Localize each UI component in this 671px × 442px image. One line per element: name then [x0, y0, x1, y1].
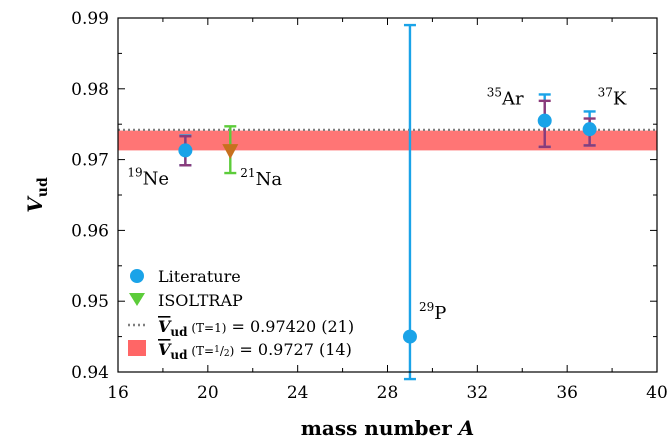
y-tick-label: 0.96 — [71, 221, 109, 241]
x-tick-label: 20 — [197, 383, 219, 403]
error-bar-P — [403, 23, 416, 381]
legend-band-paren-open: (T= — [188, 344, 215, 358]
data-layer — [178, 23, 597, 381]
isotope-element: K — [613, 88, 627, 109]
x-tick-label: 36 — [556, 383, 578, 403]
isotope-mass: 35 — [487, 85, 502, 99]
x-tick-label: 16 — [107, 383, 129, 403]
legend-literature-marker — [130, 269, 144, 283]
legend-band-paren-close: ) — [230, 344, 235, 358]
isotope-label-P: 29P — [419, 300, 446, 324]
data-point-Ne — [178, 143, 193, 158]
y-tick-label: 0.97 — [71, 151, 109, 171]
x-tick-label: 24 — [287, 383, 309, 403]
legend-mean-sub: ud — [170, 325, 188, 339]
legend-band-symbol: V — [158, 340, 172, 359]
data-point-P — [402, 329, 417, 344]
data-point-Ar — [537, 113, 552, 128]
isotope-mass: 29 — [419, 300, 434, 314]
isotope-label-Na: 21Na — [240, 166, 282, 190]
isotope-element: Ne — [143, 168, 169, 189]
legend-band-frac-den: 2 — [224, 349, 230, 359]
y-axis-label-symbol: V — [23, 195, 47, 213]
isotope-label-K: 37K — [598, 85, 627, 109]
legend-mean-label: Vud (T=1) = 0.97420 (21) — [158, 317, 354, 339]
x-axis-label-var: A — [457, 416, 475, 440]
y-tick-label: 0.95 — [71, 292, 109, 312]
y-tick-label: 0.99 — [71, 9, 109, 29]
data-point-K — [582, 122, 597, 137]
isotope-mass: 21 — [240, 166, 255, 180]
y-axis-label-sub: ud — [35, 177, 51, 197]
isotope-label-Ar: 35Ar — [487, 85, 524, 109]
legend: Literature ISOLTRAP Vud (T=1) = 0.97420 (2… — [128, 267, 354, 362]
legend-isoltrap-label: ISOLTRAP — [158, 291, 243, 310]
isotope-element: Na — [256, 169, 283, 190]
data-point-Na — [222, 144, 239, 160]
legend-mean-symbol: V — [158, 317, 172, 336]
ticks-layer: 16 20 24 28 32 36 40 0.94 0.95 0.96 0.97 0.98 0.99 — [71, 9, 668, 403]
band-layer — [118, 130, 657, 151]
isotope-element: Ar — [501, 88, 524, 109]
plot-frame — [117, 17, 658, 373]
legend-mean-paren: (T=1) — [188, 321, 227, 335]
legend-band-sub: ud — [170, 348, 188, 362]
legend-literature-label: Literature — [158, 267, 241, 286]
x-tick-label: 28 — [377, 383, 399, 403]
isotope-element: P — [434, 303, 446, 324]
legend-band-frac-num: 1 — [214, 345, 220, 355]
legend-band-label: Vud (T=1/2) = 0.9727 (14) — [158, 340, 352, 362]
legend-band-swatch — [128, 340, 146, 356]
legend-isoltrap-marker — [129, 293, 145, 306]
y-axis-label: Vud — [23, 177, 51, 213]
isotope-label-Ne: 19Ne — [127, 165, 169, 189]
legend-band-frac-slash: / — [220, 344, 225, 358]
x-axis-label: mass number A — [301, 416, 475, 440]
isotope-mass: 37 — [598, 85, 613, 99]
x-axis-label-text: mass number — [301, 416, 459, 440]
x-tick-label: 32 — [467, 383, 489, 403]
y-tick-label: 0.94 — [71, 363, 109, 383]
legend-band-value: = 0.9727 (14) — [234, 340, 352, 359]
y-tick-label: 0.98 — [71, 80, 109, 100]
isotope-mass: 19 — [127, 165, 142, 179]
x-tick-label: 40 — [646, 383, 668, 403]
mean-band — [118, 130, 657, 151]
legend-mean-value: = 0.97420 (21) — [226, 317, 354, 336]
